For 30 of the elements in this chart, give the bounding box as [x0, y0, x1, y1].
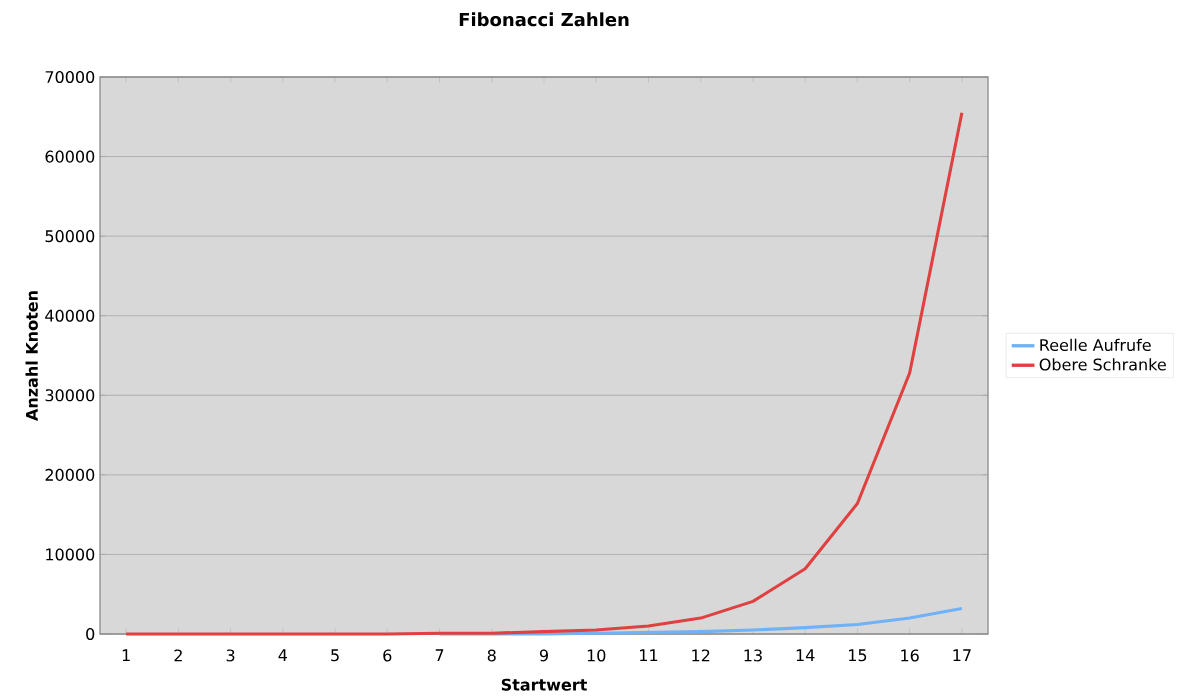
legend-label: Obere Schranke	[1039, 358, 1166, 371]
x-tick-label: 12	[692, 649, 710, 662]
x-tick-label: 14	[796, 649, 815, 662]
y-tick-label: 40000	[45, 309, 95, 322]
y-tick-label: 50000	[45, 230, 95, 243]
y-tick-label: 60000	[45, 150, 95, 163]
x-tick-label: 15	[849, 649, 867, 662]
x-tick-label: 6	[383, 649, 392, 662]
x-tick-label: 9	[539, 649, 548, 662]
chart-title: Fibonacci Zahlen	[459, 12, 629, 27]
y-tick-label: 30000	[45, 389, 95, 402]
x-tick-label: 1	[122, 649, 130, 662]
y-tick-label: 10000	[46, 548, 95, 561]
y-axis-title: Anzahl Knoten	[25, 291, 38, 421]
x-tick-label: 17	[953, 649, 971, 662]
x-tick-label: 7	[435, 649, 444, 662]
x-tick-label: 16	[901, 649, 919, 662]
legend-label: Reelle Aufrufe	[1040, 338, 1151, 352]
x-tick-label: 4	[278, 649, 288, 662]
y-tick-label: 0	[86, 627, 95, 641]
x-tick-label: 2	[174, 649, 182, 662]
y-tick-label: 70000	[45, 70, 95, 84]
x-tick-label: 8	[487, 649, 496, 662]
x-tick-label: 3	[226, 649, 235, 662]
x-axis-title: Startwert	[501, 678, 587, 691]
x-tick-label: 5	[331, 649, 339, 662]
x-tick-label: 10	[587, 649, 606, 662]
x-tick-label: 11	[640, 649, 658, 662]
x-tick-label: 13	[744, 649, 762, 662]
y-tick-label: 20000	[45, 468, 95, 481]
